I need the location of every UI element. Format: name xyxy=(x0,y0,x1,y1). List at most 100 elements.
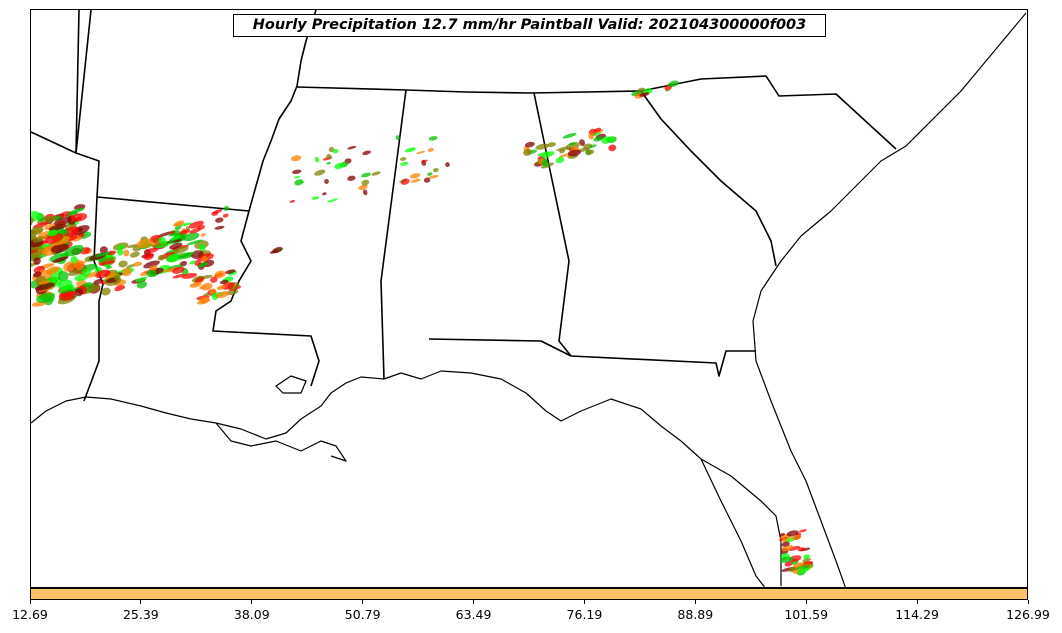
colorbar-tick-label: 101.59 xyxy=(784,607,829,622)
precip-blob xyxy=(121,267,132,277)
louisiana-delta xyxy=(215,422,347,462)
precip-blob xyxy=(326,198,339,203)
precip-blob xyxy=(99,246,108,254)
precip-blob xyxy=(200,233,206,237)
colorbar-tick xyxy=(805,600,807,604)
precip-blob xyxy=(803,554,810,560)
precip-blob xyxy=(797,567,811,574)
precip-blob xyxy=(168,233,177,237)
precip-blob xyxy=(129,251,140,258)
precip-blob xyxy=(215,217,224,223)
precip-blob xyxy=(66,207,85,215)
precip-blob xyxy=(578,147,590,152)
precip-blob xyxy=(328,146,335,153)
precip-blob xyxy=(143,260,160,269)
precip-blob xyxy=(70,213,88,222)
precip-blob xyxy=(173,220,185,227)
precip-blob xyxy=(64,244,84,257)
precip-blob xyxy=(36,293,56,304)
precip-blob xyxy=(51,236,71,246)
precip-blob xyxy=(189,281,203,286)
state-border-ok-tx xyxy=(31,10,92,154)
state-border-ar-la xyxy=(83,196,104,402)
map-panel xyxy=(30,9,1028,588)
precip-blob xyxy=(445,162,450,168)
precip-blob xyxy=(371,171,381,176)
precip-blob xyxy=(186,239,203,246)
precip-blob xyxy=(146,270,157,277)
precip-blob xyxy=(60,291,77,297)
colorbar-tick-label: 38.09 xyxy=(233,607,270,622)
colorbar-tick xyxy=(916,600,918,604)
precip-blob xyxy=(185,226,190,231)
precip-blob xyxy=(589,144,597,148)
precip-blob xyxy=(57,279,73,290)
precip-blob xyxy=(45,266,60,275)
precip-blob xyxy=(178,251,195,258)
precip-blob xyxy=(212,209,223,214)
colorbar-tick-label: 88.89 xyxy=(677,607,714,622)
precip-blob xyxy=(33,271,42,278)
precip-blob xyxy=(363,189,368,196)
lake-pontchartrain xyxy=(275,375,307,394)
precip-blob xyxy=(126,264,135,269)
precip-blob xyxy=(48,223,67,231)
precip-blob xyxy=(170,235,182,240)
precip-blob xyxy=(358,184,368,191)
precip-blob xyxy=(326,161,331,165)
coastline-atlantic xyxy=(752,12,1027,587)
precip-blob xyxy=(605,136,616,142)
precip-blob xyxy=(416,150,426,155)
state-border-tn-north xyxy=(296,86,642,94)
precip-blob xyxy=(395,135,400,141)
colorbar xyxy=(30,588,1028,600)
colorbar-tick xyxy=(362,600,364,604)
precip-blob xyxy=(798,529,807,533)
precip-blob xyxy=(74,259,85,270)
state-border-ms-al xyxy=(380,89,407,380)
precip-blob xyxy=(199,243,206,252)
precip-blob xyxy=(31,211,42,223)
precip-blob xyxy=(362,150,371,156)
precip-blob xyxy=(123,249,130,257)
colorbar-tick-label: 126.99 xyxy=(1006,607,1050,622)
precip-blob xyxy=(547,142,556,148)
precip-blob xyxy=(311,196,320,200)
precip-blob xyxy=(146,247,158,253)
precip-blob xyxy=(322,192,327,196)
precip-blob xyxy=(779,556,794,563)
mississippi-river xyxy=(212,210,320,387)
state-border-al-fl xyxy=(428,338,756,377)
precip-blob xyxy=(314,169,326,176)
state-border-mo-ar xyxy=(75,10,80,154)
precip-blob xyxy=(791,534,802,541)
precip-blob xyxy=(35,282,55,291)
precip-blob xyxy=(779,533,785,537)
colorbar-tick xyxy=(583,600,585,604)
precip-blob xyxy=(169,242,183,250)
precip-blob xyxy=(324,178,329,184)
precip-blob xyxy=(409,173,421,179)
precip-blob xyxy=(182,232,200,242)
precip-blob xyxy=(197,298,211,305)
state-border-ar-north xyxy=(75,152,250,212)
precip-blob xyxy=(796,565,811,570)
precip-blob xyxy=(116,244,125,250)
precip-blob xyxy=(535,143,550,150)
precip-blob xyxy=(189,260,197,265)
precip-blob xyxy=(87,284,100,293)
precip-blob xyxy=(411,178,421,183)
precip-blob xyxy=(591,132,602,137)
precip-blob xyxy=(127,244,139,249)
colorbar-tick xyxy=(29,600,31,604)
precip-blob xyxy=(291,169,302,175)
precip-blob xyxy=(52,256,69,263)
precip-blob xyxy=(427,172,433,176)
precip-blob xyxy=(523,148,532,156)
precip-blob xyxy=(173,246,189,254)
precip-blob xyxy=(166,253,180,263)
precip-blob xyxy=(214,270,226,279)
precip-blob xyxy=(148,265,158,272)
precip-blob xyxy=(667,80,679,88)
precip-blob xyxy=(579,139,585,146)
